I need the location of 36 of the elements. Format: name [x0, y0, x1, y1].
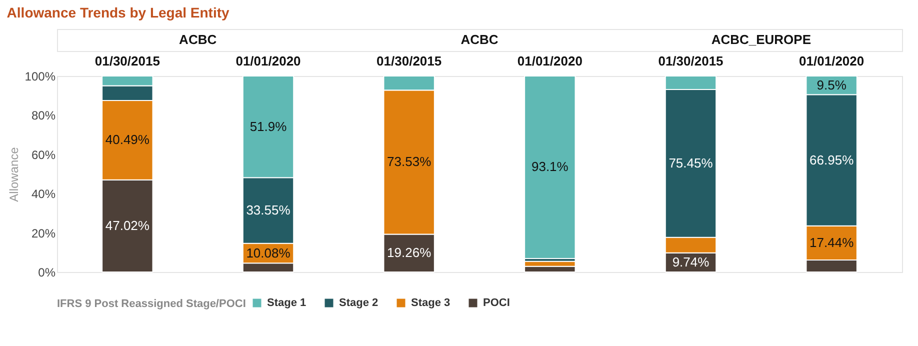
legend-title: IFRS 9 Post Reassigned Stage/POCI — [57, 298, 246, 310]
x-tick-label: 01/30/2015 — [658, 54, 724, 68]
text: ACBC — [179, 32, 218, 47]
text: ACBC_EUROPE — [711, 32, 812, 47]
data-label: 73.53% — [387, 154, 432, 170]
data-label: 47.02% — [105, 218, 150, 233]
x-tick-label: 01/01/2020 — [799, 54, 864, 68]
x-tick-label: 01/30/2015 — [376, 54, 442, 68]
y-axis-title: Allowance — [6, 146, 21, 202]
data-label: 33.55% — [246, 202, 291, 218]
legend-label: POCI — [483, 297, 510, 309]
y-tick-label: 40% — [31, 187, 56, 202]
x-tick-label: 01/01/2020 — [517, 54, 582, 68]
data-label: 75.45% — [668, 155, 714, 170]
y-tick-label: 20% — [31, 226, 56, 240]
data-label: 51.9% — [250, 118, 288, 134]
legend-label: Stage 1 — [267, 297, 306, 309]
data-label: 17.44% — [810, 234, 854, 250]
y-tick-label: 60% — [31, 148, 56, 162]
text: ACBC — [460, 32, 499, 47]
y-tick-label: 100% — [24, 70, 56, 84]
x-tick-label: 01/01/2020 — [236, 54, 301, 68]
chart-title: Allowance Trends by Legal Entity — [6, 4, 230, 20]
legend-label: Stage 3 — [411, 297, 450, 309]
data-label: 10.08% — [246, 245, 291, 260]
x-tick-label: 01/30/2015 — [94, 54, 160, 68]
y-tick-label: 0% — [38, 266, 56, 280]
y-tick-label: 80% — [31, 108, 56, 123]
data-label: 9.74% — [672, 254, 710, 270]
data-label: 66.95% — [810, 152, 854, 168]
data-label: 9.5% — [816, 77, 847, 92]
data-label: 19.26% — [387, 245, 432, 260]
data-label: 93.1% — [531, 159, 569, 174]
bar — [524, 76, 576, 259]
data-label: 40.49% — [105, 132, 150, 148]
legend-label: Stage 2 — [339, 297, 378, 309]
